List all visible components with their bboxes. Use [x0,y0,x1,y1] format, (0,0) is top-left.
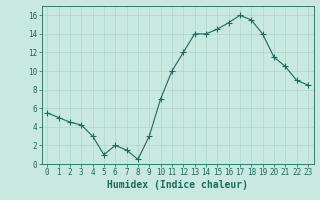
X-axis label: Humidex (Indice chaleur): Humidex (Indice chaleur) [107,180,248,190]
